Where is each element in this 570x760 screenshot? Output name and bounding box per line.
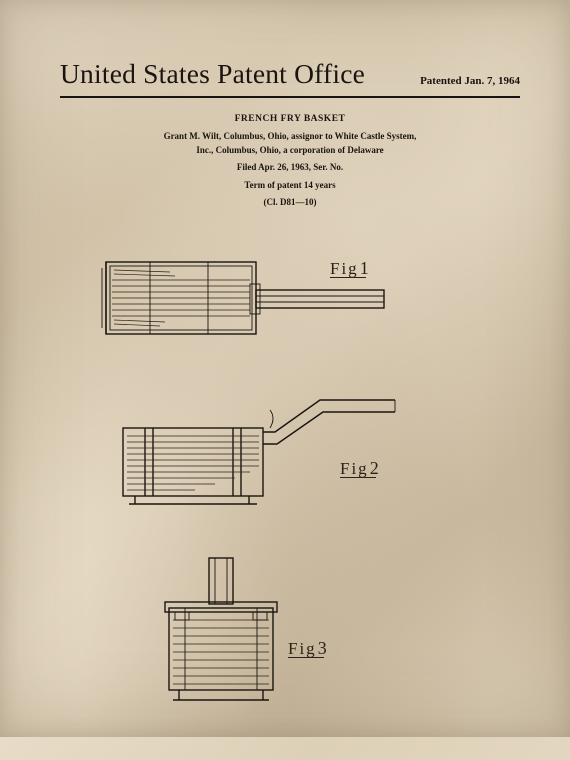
patent-date: Patented Jan. 7, 1964 (420, 75, 520, 90)
fig-text: Fig (340, 459, 369, 478)
term-text: Term of patent 14 years (160, 179, 420, 193)
class-text: (Cl. D81—10) (160, 196, 420, 210)
patent-page: United States Patent Office Patented Jan… (0, 0, 570, 760)
figure-2-drawing (115, 390, 415, 510)
office-title: United States Patent Office (60, 58, 365, 90)
header-row: United States Patent Office Patented Jan… (60, 58, 520, 98)
figure-3-drawing (155, 550, 325, 710)
fig-text: Fig (330, 259, 359, 278)
meta-block: FRENCH FRY BASKET Grant M. Wilt, Columbu… (160, 112, 420, 210)
invention-title: FRENCH FRY BASKET (160, 112, 420, 126)
fig-num: 3 (318, 638, 329, 658)
assignor-text: Grant M. Wilt, Columbus, Ohio, assignor … (160, 130, 420, 157)
filed-text: Filed Apr. 26, 1963, Ser. No. (160, 161, 420, 175)
fig-text: Fig (288, 639, 317, 658)
fig-num: 1 (360, 258, 371, 278)
fig-num: 2 (370, 458, 381, 478)
figure-3-label: Fig3 (288, 638, 329, 658)
figure-1-label: Fig1 (330, 258, 371, 278)
figures-area: Fig1 (60, 240, 520, 720)
figure-2-label: Fig2 (340, 458, 381, 478)
